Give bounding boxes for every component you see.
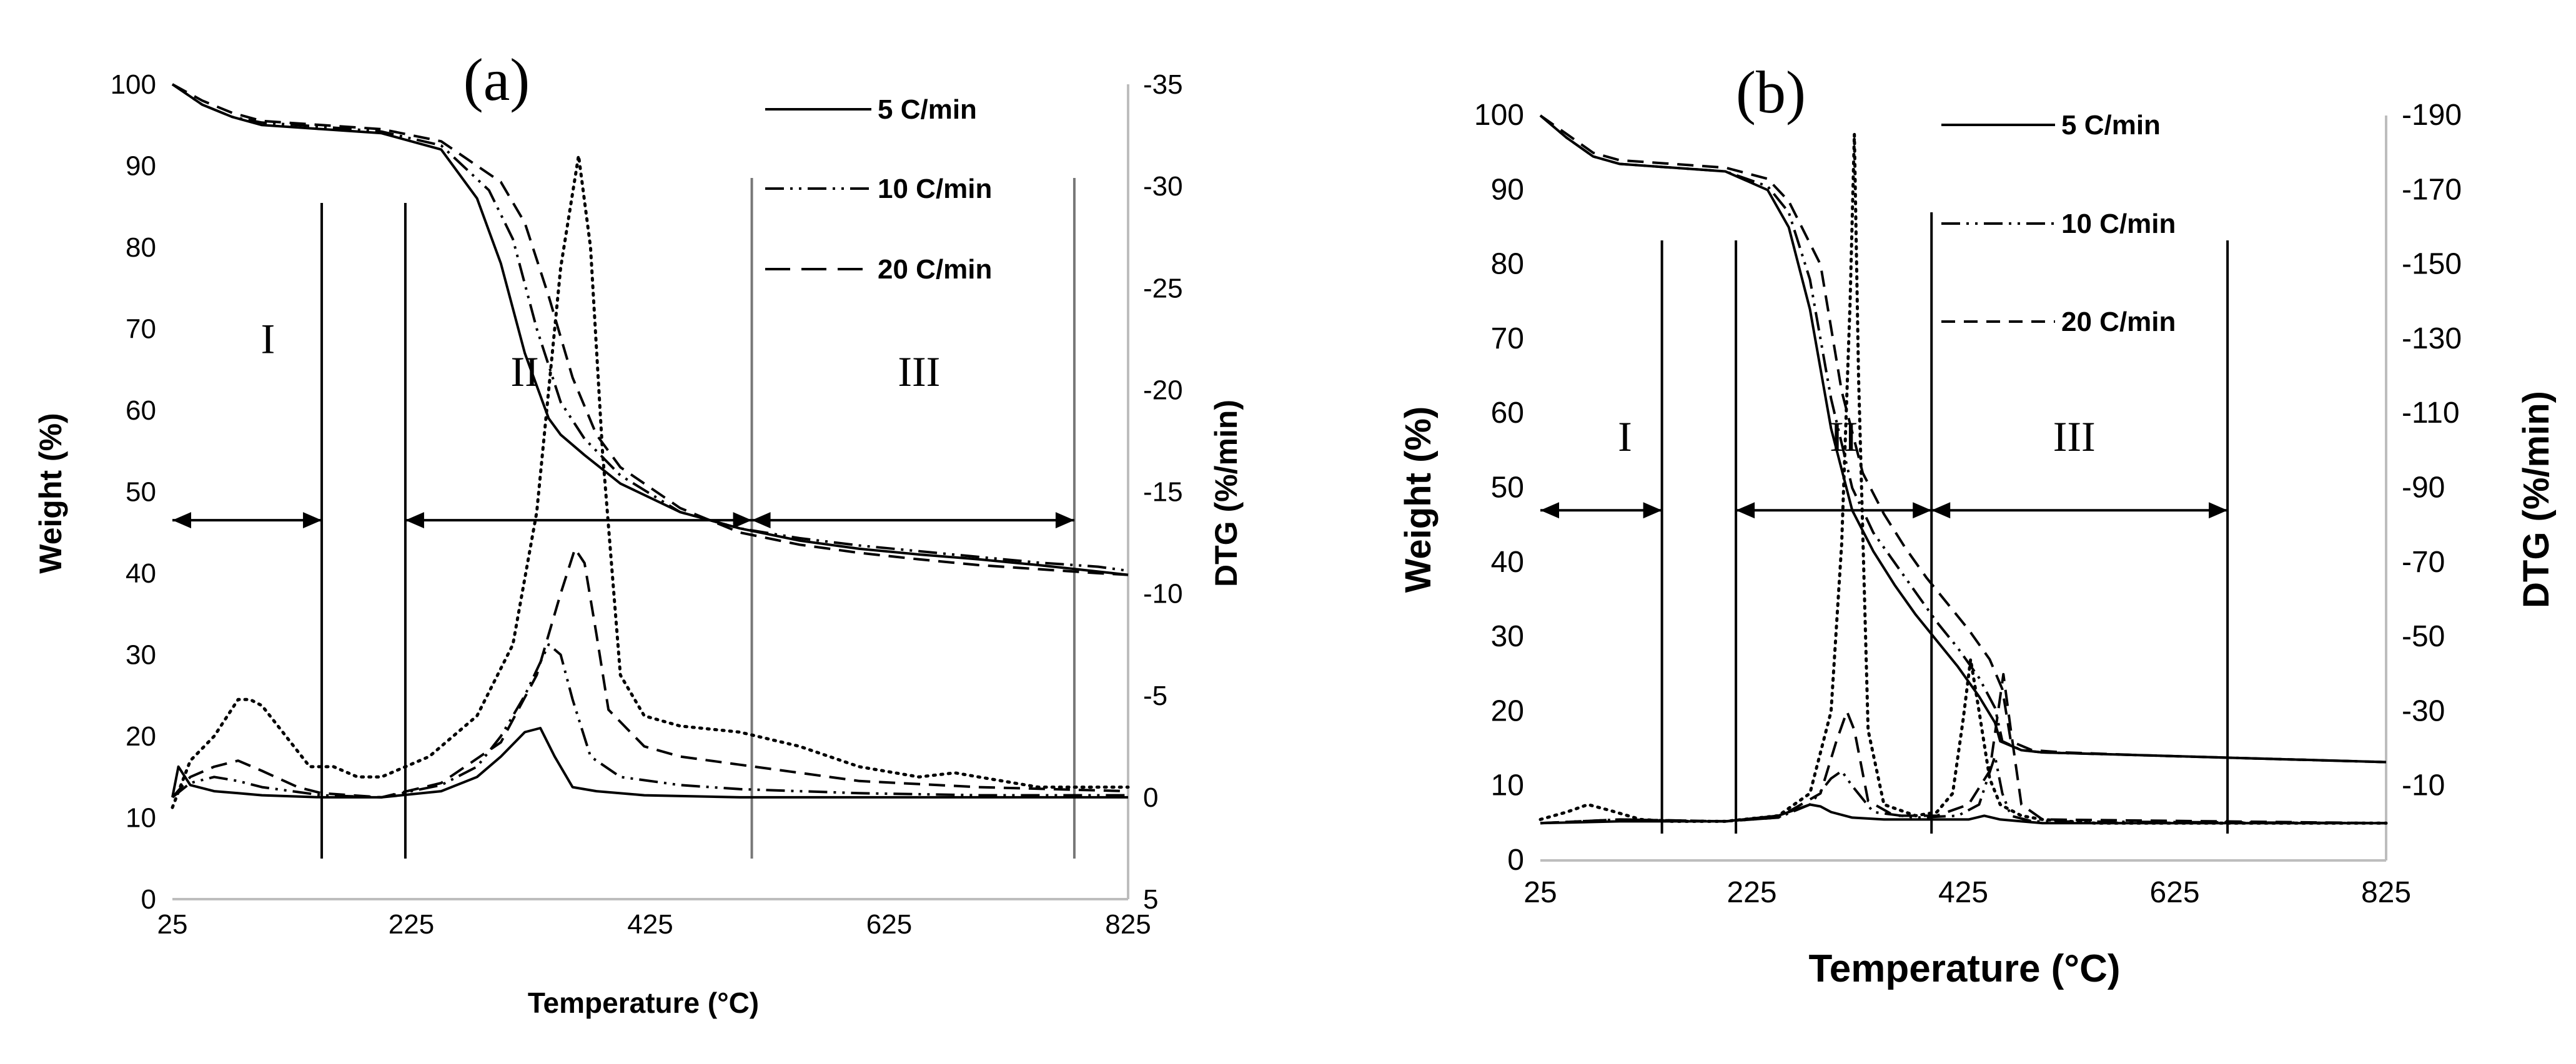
panel-b-ylabel: Weight (%) (1398, 406, 1439, 593)
panel-a-y2label: DTG (%/min) (1209, 400, 1244, 587)
panel-a-series-line (171, 643, 1128, 799)
panel-b-ytick: 40 (1491, 546, 1524, 579)
panel-b-y2tick: -130 (2402, 322, 2462, 355)
panel-b-series-line (1538, 132, 2388, 825)
panel-b-axes (1540, 116, 2387, 862)
panel-a-region-label: III (898, 348, 940, 395)
panel-b-xtick: 225 (1726, 876, 1776, 909)
panel-b-ytick: 50 (1491, 471, 1524, 505)
panel-a-region-label: I (261, 315, 275, 363)
panel-a-series-line (171, 83, 1129, 576)
panel-a-region-arrow (172, 512, 322, 529)
panel-a-xtick: 625 (866, 909, 912, 940)
panel-b-ytick: 0 (1507, 844, 1524, 877)
panel-b: 0 10 20 30 40 50 60 70 80 90 100 -10 -30 -50 -70 -90 -1… (1398, 59, 2557, 990)
panel-b-ytick: 20 (1491, 694, 1524, 727)
panel-a-y2tick: -10 (1143, 579, 1183, 609)
panel-b-ytick: 70 (1491, 322, 1524, 355)
panel-b-y2tick: -10 (2402, 769, 2445, 802)
panel-a-ytick: 90 (126, 151, 156, 182)
panel-a-xtick: 825 (1105, 909, 1151, 940)
panel-a-xtick: 225 (389, 909, 434, 940)
panel-a-region-arrow (405, 512, 752, 529)
panel-a-xtick: 425 (627, 909, 673, 940)
panel-b-legend: 5 C/min 10 C/min 20 C/min (1941, 110, 2176, 337)
panel-a-y2tick: -35 (1143, 69, 1183, 100)
legend-b-label-10: 10 C/min (2061, 209, 2176, 239)
legend-b-label-20: 20 C/min (2061, 307, 2176, 337)
panel-b-series-line (1539, 114, 2387, 764)
panel-a-ytick: 40 (126, 558, 156, 589)
panel-a-ylabel: Weight (%) (33, 413, 68, 573)
panel-b-y2tick: -190 (2402, 99, 2462, 132)
panel-a-ytick: 70 (126, 314, 156, 345)
panel-a-y2tick: -25 (1143, 273, 1183, 303)
panel-b-xtick: 625 (2149, 876, 2199, 909)
panel-b-region-label: II (1830, 413, 1858, 460)
panel-b-series-line (1539, 114, 2387, 764)
panel-b-xtick: 25 (1523, 876, 1557, 909)
panel-a-label: (a) (463, 46, 530, 113)
panel-b-ytick: 30 (1491, 620, 1524, 653)
panel-b-ytick: 10 (1491, 769, 1524, 802)
panel-a-ytick: 30 (126, 640, 156, 671)
panel-a-ytick: 80 (126, 232, 156, 263)
panel-a-ytick: 10 (126, 803, 156, 834)
legend-a-label-5: 5 C/min (878, 94, 977, 125)
panel-b-y2tick: -150 (2402, 248, 2462, 281)
panel-a-ytick: 0 (141, 884, 156, 915)
panel-b-y2tick: -170 (2402, 173, 2462, 206)
panel-a-y2tick: 0 (1143, 782, 1158, 813)
panel-b-series-line (1539, 114, 2387, 764)
panel-b-y2tick: -110 (2402, 397, 2460, 430)
panel-b-region-arrow (1736, 502, 1932, 519)
panel-b-label: (b) (1736, 59, 1806, 126)
legend-a-label-10: 10 C/min (878, 174, 992, 204)
panel-b-y2tick: -30 (2402, 694, 2445, 727)
legend-a-label-20: 20 C/min (878, 254, 992, 285)
panel-a-ytick: 100 (111, 69, 156, 100)
panel-a-region-label: II (511, 348, 539, 395)
panel-b-ytick: 60 (1491, 397, 1524, 430)
panel-a-series-line (172, 83, 1129, 576)
panel-a-xlabel: Temperature (°C) (528, 987, 759, 1019)
panel-b-xtick: 825 (2361, 876, 2411, 909)
panel-a-y2tick: -20 (1143, 375, 1183, 405)
legend-b-label-5: 5 C/min (2061, 110, 2161, 140)
panel-b-ytick: 90 (1491, 173, 1524, 206)
panel-b-xtick: 425 (1938, 876, 1988, 909)
panel-a-series-line (171, 727, 1128, 799)
panel-a-y2tick: -15 (1143, 477, 1183, 508)
panel-b-region-arrow (1540, 502, 1662, 519)
panel-a-y2tick: -5 (1143, 681, 1167, 711)
panel-b-series-line (1540, 755, 2387, 825)
panel-b-y2tick: -90 (2402, 471, 2445, 505)
panel-a-region-arrow (751, 512, 1074, 529)
panel-b-series-line (1540, 672, 2387, 825)
panel-a-y2tick: -30 (1143, 171, 1183, 202)
panel-a-xtick: 25 (157, 909, 188, 940)
panel-b-region-label: III (2053, 413, 2096, 460)
panel-a-series-line (171, 83, 1129, 573)
panel-a-series-line (171, 547, 1129, 799)
panel-a-ytick: 20 (126, 721, 156, 752)
panel-b-y2tick: -70 (2402, 546, 2445, 579)
panel-b-ytick: 100 (1474, 99, 1524, 132)
panel-a-ytick: 60 (126, 395, 156, 426)
panel-a-ytick: 50 (126, 477, 156, 508)
panel-b-ytick: 80 (1491, 248, 1524, 281)
panel-b-region-label: I (1618, 413, 1632, 460)
panel-a-y2tick: 5 (1143, 884, 1158, 915)
panel-a-axes (172, 84, 1129, 900)
panel-a-series-line (171, 154, 1130, 809)
panel-a-legend: 5 C/min 10 C/min 20 C/min (765, 94, 992, 285)
panel-b-region-arrow (1931, 502, 2228, 519)
panel-b-y2label: DTG (%/min) (2516, 391, 2557, 608)
panel-b-xlabel: Temperature (°C) (1808, 947, 2120, 990)
panel-b-y2tick: -50 (2402, 620, 2445, 653)
